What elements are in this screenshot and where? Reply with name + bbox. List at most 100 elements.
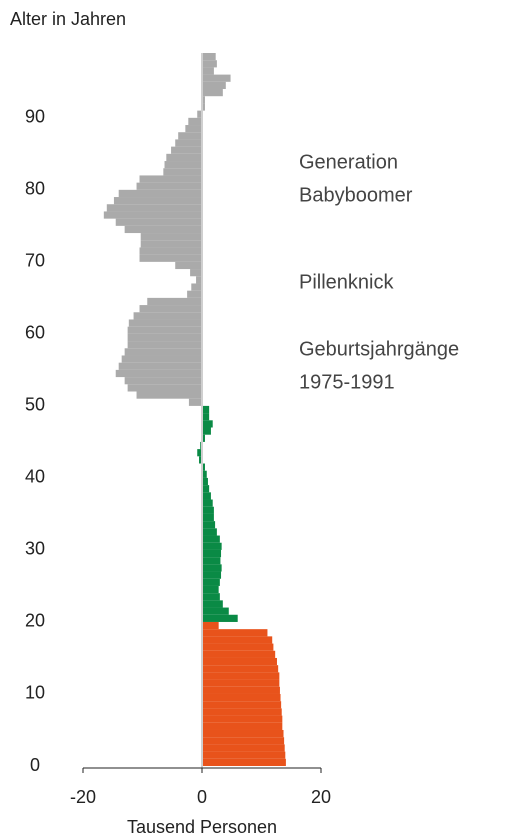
bar: [199, 456, 202, 464]
bar: [202, 578, 220, 586]
bar: [202, 492, 211, 500]
bar: [202, 571, 222, 579]
bar: [202, 679, 280, 687]
bar: [202, 485, 210, 493]
annotation: Pillenknick: [299, 271, 394, 293]
annotation: Geburtsjahrgänge: [299, 338, 459, 360]
bar: [202, 53, 216, 61]
bar: [166, 153, 202, 162]
bar: [202, 701, 282, 709]
bar: [202, 535, 220, 543]
bar: [175, 261, 202, 270]
bar: [202, 506, 214, 514]
bar: [202, 521, 216, 529]
bar: [202, 650, 276, 658]
bar: [202, 672, 280, 680]
bar: [140, 240, 202, 248]
bar: [202, 549, 222, 558]
bar: [190, 269, 202, 277]
bar: [202, 744, 285, 752]
bar: [139, 305, 202, 313]
bar: [202, 693, 281, 702]
bar: [202, 89, 223, 97]
bar: [202, 405, 210, 414]
bar: [124, 377, 202, 385]
bar: [188, 398, 202, 406]
bar: [202, 81, 226, 90]
bar: [202, 60, 217, 68]
bar: [202, 708, 282, 716]
bar: [202, 67, 214, 75]
x-axis-title: Tausend Personen: [127, 817, 277, 837]
bar: [139, 254, 202, 262]
bar: [202, 542, 222, 550]
y-axis-title: Alter in Jahren: [10, 9, 126, 29]
bar: [118, 189, 202, 198]
bar: [202, 427, 211, 435]
annotation: 1975-1991: [299, 371, 395, 393]
y-tick-label: 60: [25, 323, 45, 343]
bar: [197, 449, 202, 457]
y-tick-label: 0: [30, 755, 40, 775]
bar: [202, 607, 229, 615]
bar: [128, 319, 202, 327]
y-tick-label: 80: [25, 179, 45, 199]
bar: [139, 247, 202, 255]
bar: [202, 643, 274, 651]
x-tick-label: -20: [70, 787, 96, 807]
bar: [103, 211, 202, 219]
annotation: Generation: [299, 151, 398, 173]
bar: [202, 629, 268, 637]
bar: [202, 621, 219, 630]
bar: [127, 333, 202, 342]
bar: [202, 614, 238, 622]
bar: [202, 564, 222, 572]
bar: [113, 197, 202, 205]
y-tick-label: 90: [25, 107, 45, 127]
annotation: Babyboomer: [299, 184, 413, 206]
y-tick-label: 70: [25, 251, 45, 271]
bar: [121, 355, 202, 363]
x-tick-label: 0: [197, 787, 207, 807]
x-tick-label: 20: [311, 787, 331, 807]
bar: [139, 175, 202, 183]
bar: [171, 146, 202, 154]
bar: [202, 665, 279, 673]
bar: [202, 96, 205, 104]
bar: [202, 593, 220, 601]
bar: [202, 499, 213, 507]
bar: [202, 477, 208, 486]
bar: [164, 161, 202, 169]
bar: [187, 290, 202, 298]
bar: [175, 139, 202, 147]
bar: [202, 758, 286, 766]
y-tick-label: 40: [25, 467, 45, 487]
bar: [124, 348, 202, 356]
bar: [202, 420, 213, 428]
bar: [185, 125, 202, 133]
bar: [202, 657, 277, 666]
bar: [147, 297, 202, 306]
bar: [115, 369, 202, 378]
y-tick-label: 10: [25, 683, 45, 703]
bar: [202, 722, 283, 730]
bar: [136, 391, 202, 399]
bar: [202, 737, 285, 745]
bar: [124, 225, 202, 234]
bar: [188, 117, 202, 126]
bar: [202, 729, 284, 738]
bar: [202, 715, 283, 723]
y-tick-label: 50: [25, 395, 45, 415]
bar: [127, 384, 202, 392]
bar: [202, 103, 205, 111]
bar: [178, 132, 202, 140]
bar: [191, 283, 202, 291]
bar: [202, 600, 223, 608]
bar: [196, 276, 202, 284]
bar: [140, 233, 202, 241]
bar: [163, 168, 202, 176]
bar: [106, 204, 202, 212]
bar: [202, 434, 205, 442]
